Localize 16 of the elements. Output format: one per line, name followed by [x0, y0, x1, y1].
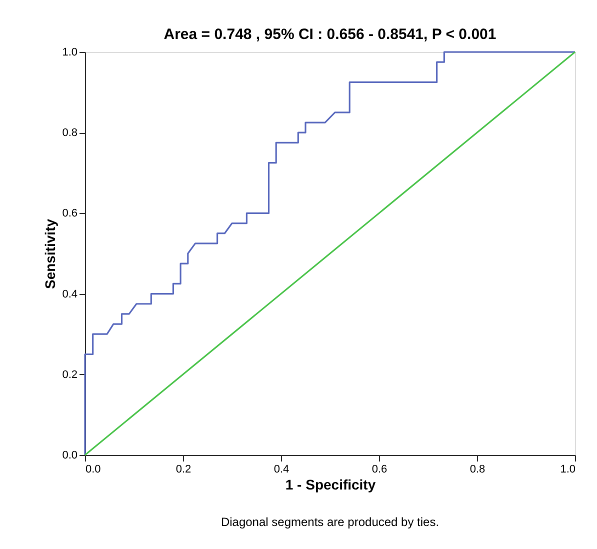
y-tick-label: 0.0: [62, 450, 78, 462]
text: Diagonal segments are produced by ties.: [220, 515, 440, 529]
y-axis-title: Sensitivity: [42, 218, 58, 290]
x-tick-label: 0.2: [176, 464, 192, 476]
y-tick-label: 0.8: [62, 127, 78, 140]
x-axis-title: 1 - Specificity: [285, 476, 376, 492]
x-tick-label: 1.0: [560, 464, 576, 476]
y-tick-label: 1.0: [62, 46, 78, 58]
x-tick-label: 0.8: [470, 464, 486, 476]
y-tick-label: 0.4: [62, 288, 78, 300]
chart-title: Area = 0.748 , 95% CI : 0.656 - 0.8541, P < 0.001: [164, 26, 496, 43]
y-tick-label: 0.2: [62, 368, 78, 381]
y-tick-label: 0.6: [62, 208, 78, 220]
x-tick-label: 0.0: [86, 464, 101, 476]
x-tick-label: 0.4: [274, 464, 290, 476]
x-tick-label: 0.6: [372, 464, 388, 476]
